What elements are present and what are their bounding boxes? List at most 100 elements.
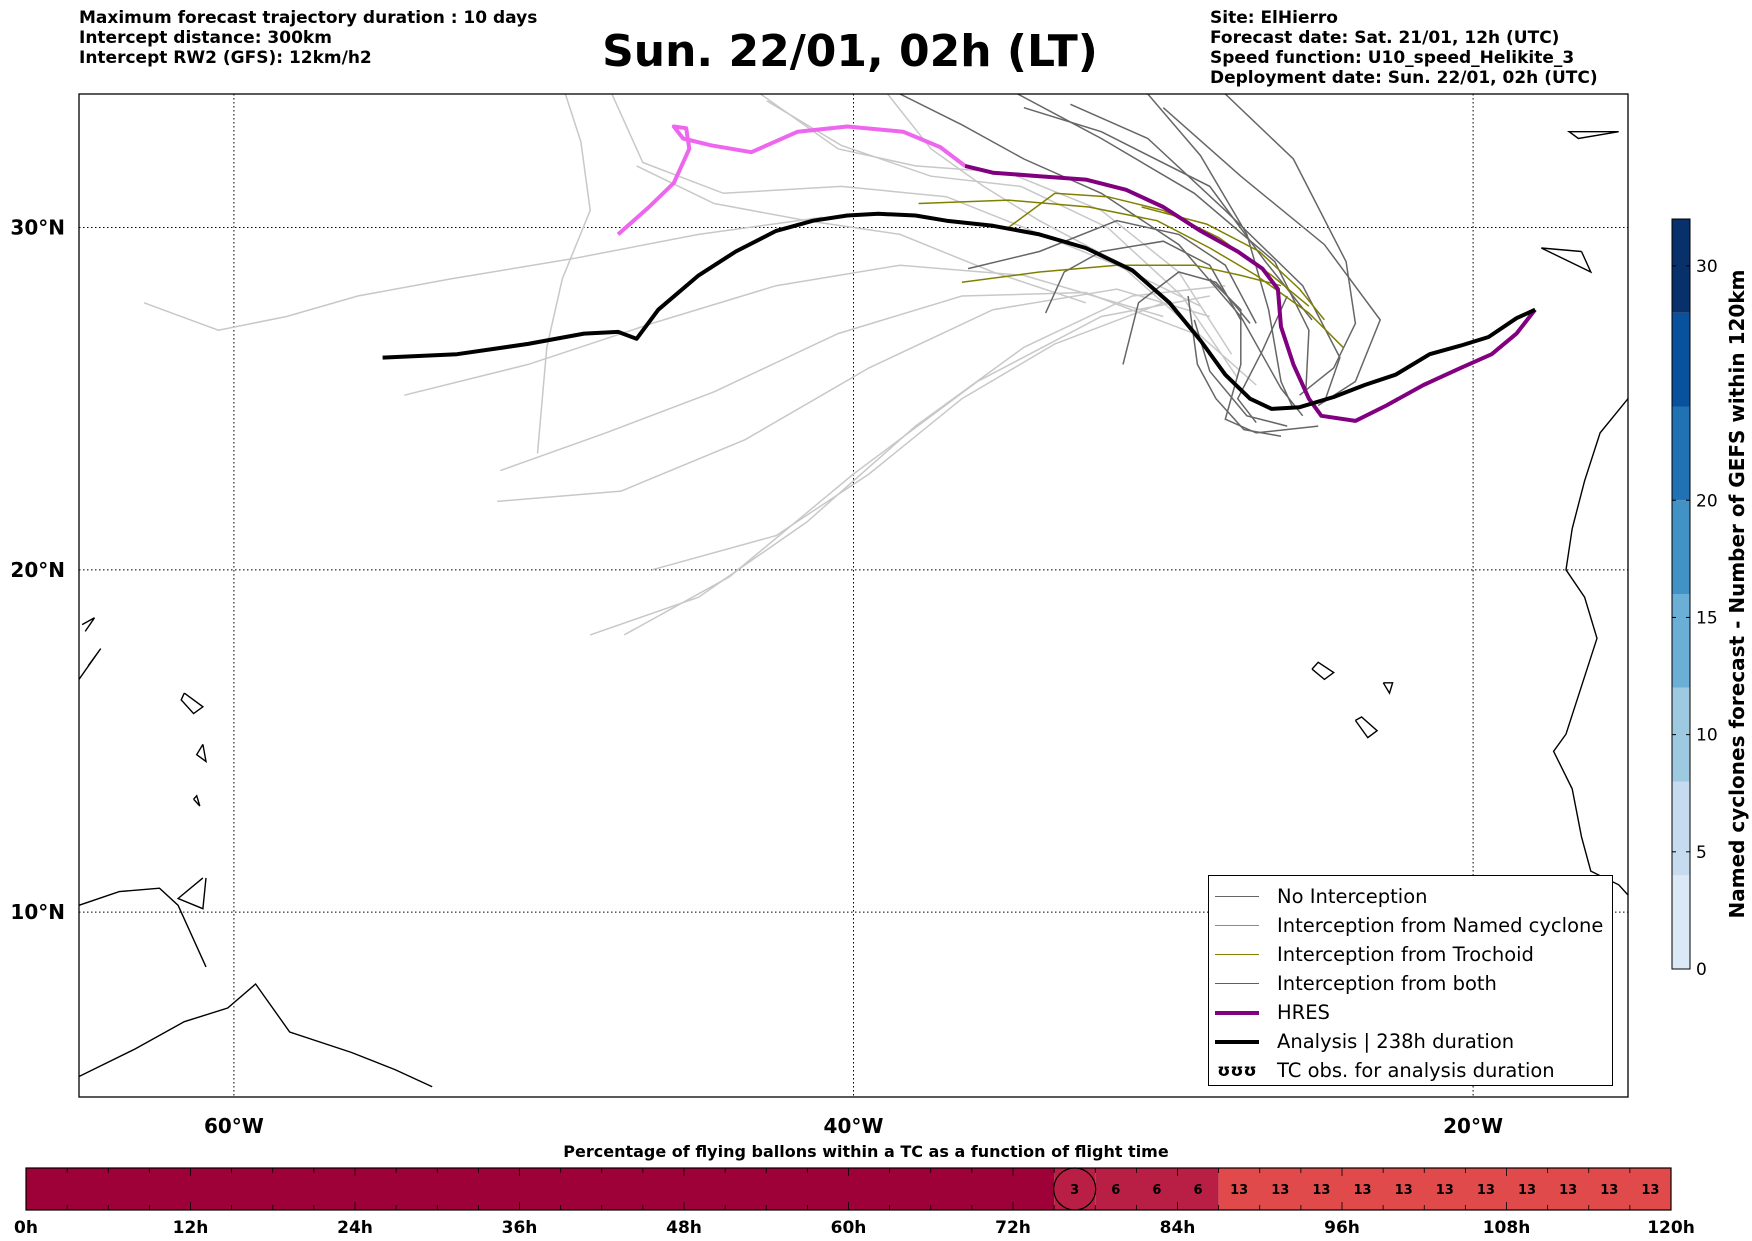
ensemble-trajectory: [1017, 94, 1310, 392]
colorbar-tick-label: 0: [1696, 960, 1707, 980]
strip-marker-circle: [1053, 1167, 1097, 1211]
strip-cell-value: 13: [1354, 1183, 1372, 1198]
ensemble-trajectory: [1162, 107, 1382, 407]
strip-cell-value: 6: [1194, 1183, 1203, 1198]
strip-cell-value: 13: [1395, 1183, 1413, 1198]
colorbar-tick-label: 15: [1696, 608, 1718, 628]
strip-cell-value: 6: [1152, 1183, 1161, 1198]
coastline: [193, 794, 201, 807]
strip-title: Percentage of flying ballons within a TC…: [563, 1142, 1169, 1161]
strip-cell-value: 13: [1477, 1183, 1495, 1198]
legend-item: HRES: [1215, 998, 1330, 1027]
colorbar-frame: [1671, 218, 1691, 970]
ensemble-trajectory: [143, 216, 823, 331]
ensemble-trajectory: [967, 219, 1257, 324]
header-line: Speed function: U10_speed_Helikite_3: [1210, 48, 1575, 68]
strip-tick-label: 120h: [1647, 1218, 1695, 1238]
legend-line-swatch: [1215, 983, 1259, 984]
header-line: Maximum forecast trajectory duration : 1…: [79, 8, 538, 28]
y-tick-label: 30°N: [10, 216, 65, 240]
colorbar-segment: [1672, 687, 1690, 782]
ensemble-trajectory: [589, 284, 1226, 636]
legend: No Interception Interception from Named c…: [1208, 875, 1613, 1086]
ensemble-trajectory: [651, 302, 1164, 571]
y-tick-label: 10°N: [10, 900, 65, 924]
strip-segment: [1218, 1168, 1671, 1210]
coastline: [79, 982, 433, 1088]
strip-tick-label: 36h: [502, 1218, 538, 1238]
ensemble-trajectory: [1023, 106, 1313, 321]
legend-line-swatch: [1215, 925, 1259, 926]
strip-cell-value: 13: [1559, 1183, 1577, 1198]
coastline: [180, 692, 205, 715]
strip-cell-value: 13: [1436, 1183, 1454, 1198]
ensemble-trajectory: [404, 264, 1164, 396]
header-line: Forecast date: Sat. 21/01, 12h (UTC): [1210, 28, 1560, 48]
coastline: [1354, 716, 1379, 739]
strip-tick-label: 72h: [995, 1218, 1031, 1238]
legend-item: Interception from Named cyclone: [1215, 911, 1603, 940]
coastline: [1382, 682, 1394, 695]
ensemble-trajectory: [1147, 94, 1295, 410]
coastline: [79, 648, 102, 680]
header-line: Intercept RW2 (GFS): 12km/h2: [79, 48, 372, 68]
legend-label: Analysis | 238h duration: [1277, 1030, 1515, 1053]
coastline: [81, 617, 96, 632]
legend-label: Interception from Trochoid: [1277, 943, 1534, 966]
legend-item: No Interception: [1215, 882, 1428, 911]
colorbar-segment: [1672, 594, 1690, 688]
ensemble-trajectory: [1070, 103, 1341, 403]
colorbar-tick-label: 10: [1696, 726, 1718, 746]
legend-line-swatch: [1215, 1010, 1259, 1015]
ensemble-trajectory: [623, 295, 1210, 636]
chart-title: Sun. 22/01, 02h (LT): [602, 26, 1098, 77]
ensemble-trajectory: [1236, 295, 1288, 424]
y-tick-label: 20°N: [10, 558, 65, 582]
legend-item: Analysis | 238h duration: [1215, 1027, 1514, 1056]
ensemble-trajectory: [899, 94, 1304, 417]
series-line: [616, 124, 967, 236]
legend-label: Interception from Named cyclone: [1277, 914, 1604, 937]
colorbar-segment: [1672, 406, 1690, 501]
header-info-left: Maximum forecast trajectory duration : 1…: [79, 8, 537, 68]
strip-cell-value: 13: [1312, 1183, 1330, 1198]
colorbar-segment: [1672, 312, 1690, 407]
coastline: [1552, 398, 1628, 896]
x-tick-label: 20°W: [1443, 1114, 1503, 1138]
strip-tick-label: 12h: [173, 1218, 209, 1238]
legend-label: HRES: [1277, 1001, 1330, 1024]
legend-item: ʊʊʊ TC obs. for analysis duration: [1215, 1056, 1555, 1085]
legend-line-swatch: [1215, 896, 1259, 897]
series-line: [964, 163, 1537, 423]
series-line: [382, 211, 1536, 411]
header-line: Intercept distance: 300km: [79, 28, 332, 48]
strip-frame: [25, 1167, 1672, 1211]
cyclone-symbol-icon: ʊʊʊ: [1217, 1060, 1257, 1081]
coastline: [1566, 131, 1619, 140]
strip-cell-value: 13: [1271, 1183, 1289, 1198]
strip-tick-label: 48h: [666, 1218, 702, 1238]
legend-item: Interception from both: [1215, 969, 1497, 998]
ensemble-trajectory: [500, 291, 1195, 472]
colorbar-tick-label: 20: [1696, 491, 1718, 511]
strip-tick-label: 84h: [1160, 1218, 1196, 1238]
legend-line-swatch: [1215, 954, 1259, 955]
ensemble-trajectory: [636, 165, 1087, 304]
header-line: Deployment date: Sun. 22/01, 02h (UTC): [1210, 68, 1598, 88]
ensemble-trajectory: [1209, 278, 1319, 434]
strip-cell-value: 13: [1230, 1183, 1248, 1198]
legend-label: TC obs. for analysis duration: [1277, 1059, 1555, 1082]
colorbar-segment: [1672, 875, 1690, 969]
strip-tick-label: 108h: [1483, 1218, 1531, 1238]
legend-line-swatch: [1215, 1039, 1259, 1044]
ensemble-trajectory: [1044, 240, 1242, 321]
x-tick-label: 60°W: [204, 1114, 264, 1138]
header-line: Site: ElHierro: [1210, 8, 1338, 28]
strip-cell-value: 13: [1518, 1183, 1536, 1198]
colorbar-tick-label: 5: [1696, 843, 1707, 863]
colorbar-segment: [1672, 781, 1690, 876]
strip-segment: [1054, 1168, 1096, 1210]
strip-tick-label: 60h: [831, 1218, 867, 1238]
strip-cell-value: 13: [1600, 1183, 1618, 1198]
strip-tick-label: 0h: [14, 1218, 38, 1238]
